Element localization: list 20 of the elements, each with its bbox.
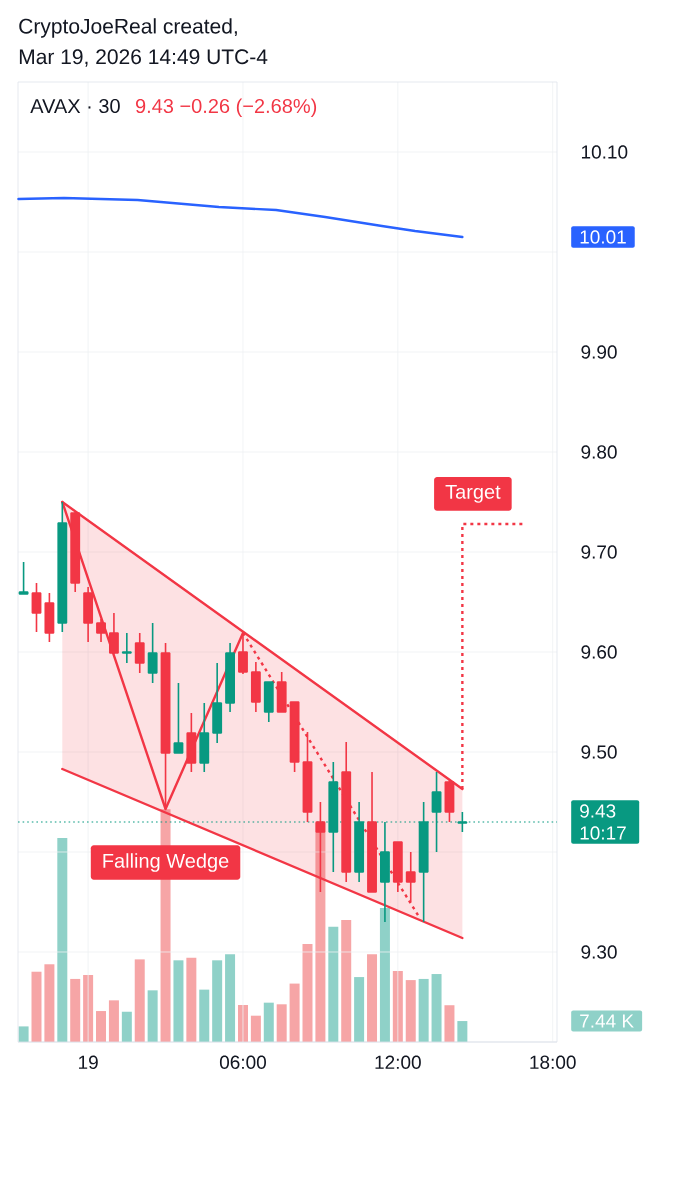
text: CryptoJoeReal created, xyxy=(19,18,237,38)
y-tick-label: 9.30 xyxy=(581,945,617,959)
text: 9.43 −0.26 (−2.68%) xyxy=(135,98,317,118)
ref-line-label: 9.43 10:17 xyxy=(580,804,626,840)
text: Mar 19, 2026 14:49 UTC-4 xyxy=(19,49,268,67)
x-tick-label: 18:00 xyxy=(530,1055,576,1069)
y-tick-label: 10.10 xyxy=(581,145,628,159)
text: 10.01 xyxy=(580,230,626,244)
y-tick-label: 9.90 xyxy=(581,345,617,359)
y-tick-label: 9.50 xyxy=(581,745,617,759)
x-tick-label: 19 xyxy=(78,1055,98,1069)
annotation: Falling Wedge xyxy=(103,853,229,872)
text: AVAX · 30 xyxy=(30,98,120,114)
annotation: Target xyxy=(445,484,501,503)
text: 7.44 K xyxy=(580,1014,634,1028)
y-tick-label: 9.70 xyxy=(581,545,617,559)
x-tick-label: 06:00 xyxy=(219,1055,266,1069)
y-tick-label: 9.80 xyxy=(581,445,617,459)
x-tick-label: 12:00 xyxy=(375,1055,421,1069)
y-tick-label: 9.60 xyxy=(581,645,617,659)
